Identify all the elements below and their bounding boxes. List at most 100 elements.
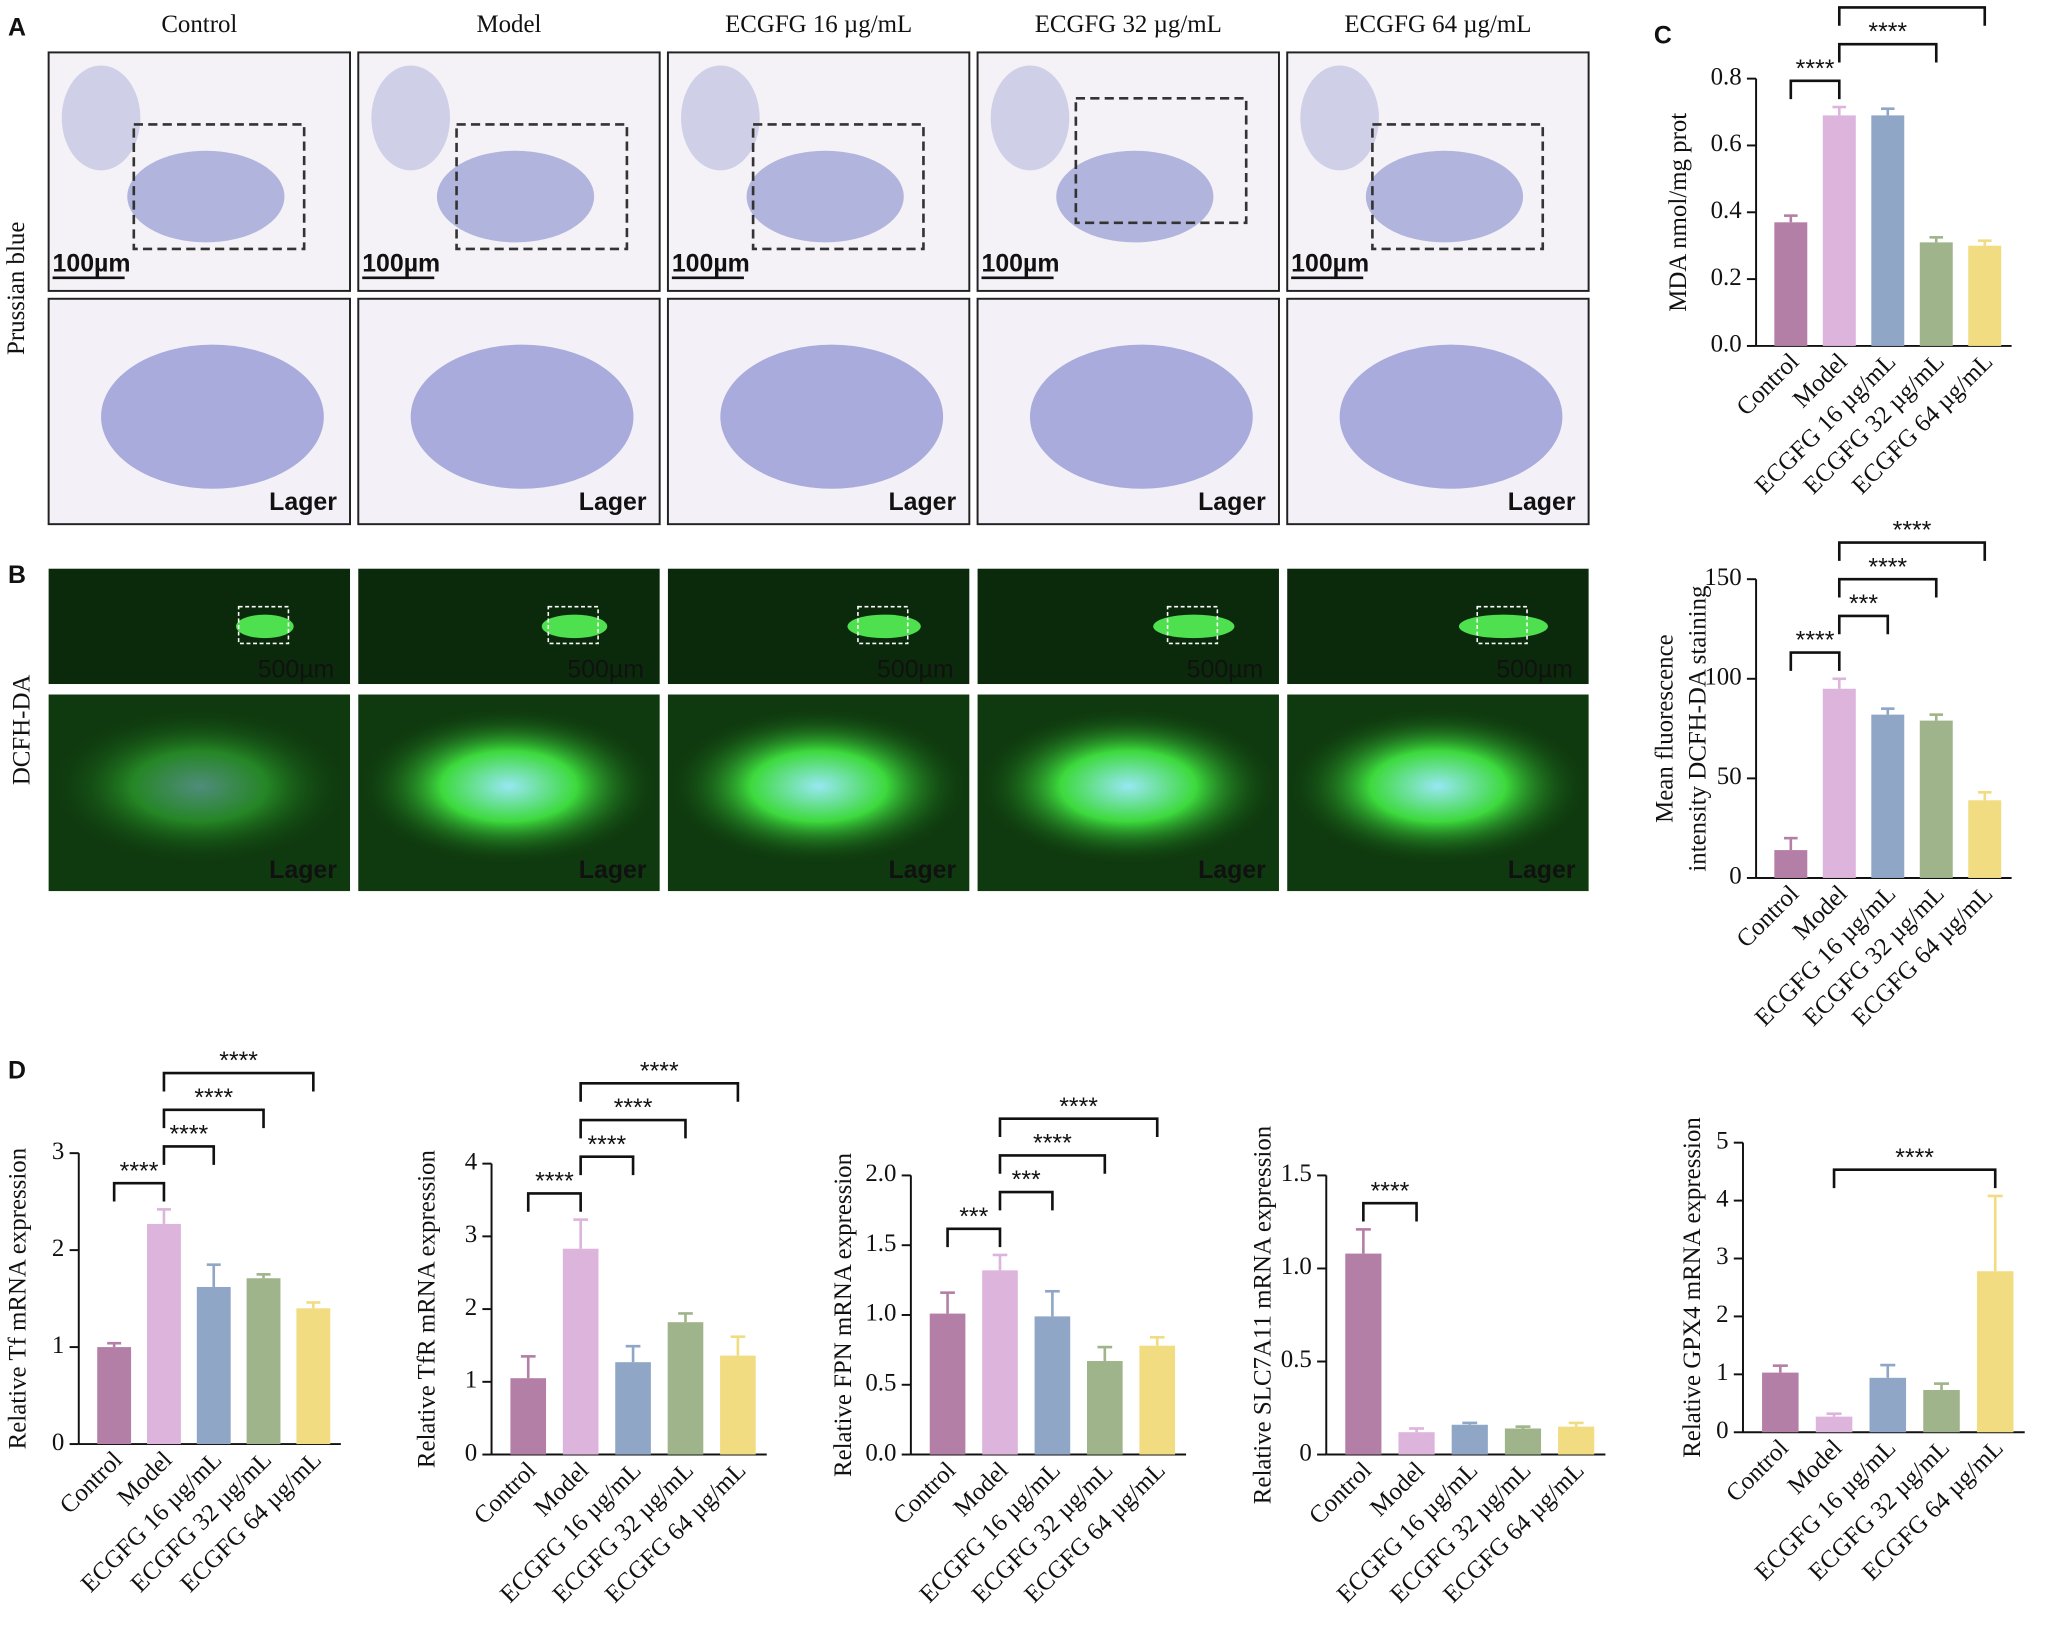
row-label: Prussian blue bbox=[3, 222, 30, 355]
zoom-box bbox=[1476, 605, 1528, 645]
y-tick-label: 0.0 bbox=[865, 1439, 896, 1466]
significance-label: **** bbox=[194, 1084, 233, 1112]
y-tick-label: 4 bbox=[1716, 1185, 1729, 1212]
tissue bbox=[990, 65, 1070, 171]
column-header: Model bbox=[476, 11, 541, 38]
y-axis-label: Relative FPN mRNA expression bbox=[830, 1152, 857, 1477]
significance-label: **** bbox=[1371, 1177, 1410, 1205]
panel-label: B bbox=[8, 561, 26, 589]
y-tick-label: 1 bbox=[465, 1367, 477, 1394]
zoom-box bbox=[857, 605, 909, 645]
bar bbox=[1345, 1253, 1382, 1455]
bar bbox=[1034, 1316, 1071, 1455]
y-tick-label: 1 bbox=[1716, 1359, 1728, 1386]
tissue bbox=[720, 344, 944, 489]
significance-bracket bbox=[1837, 42, 1938, 63]
bar bbox=[1774, 222, 1808, 346]
signal bbox=[358, 707, 660, 865]
y-axis-label: MDA nmol/mg prot bbox=[1665, 113, 1692, 312]
significance-bracket bbox=[579, 1155, 635, 1176]
inset-label: Lager bbox=[888, 488, 956, 516]
y-tick-label: 4 bbox=[465, 1148, 478, 1175]
inset-label: Lager bbox=[1508, 488, 1576, 516]
y-tick-label: 1 bbox=[52, 1332, 64, 1359]
x-tick-label: Control bbox=[469, 1457, 542, 1530]
bar bbox=[147, 1223, 181, 1445]
zoom-box bbox=[455, 123, 629, 251]
bar bbox=[1919, 242, 1953, 346]
y-tick-label: 5 bbox=[1716, 1127, 1728, 1154]
fluorescence-image bbox=[358, 568, 660, 685]
bar bbox=[1398, 1432, 1435, 1455]
scale-bar-label: 100µm bbox=[1291, 249, 1369, 277]
inset-label: Lager bbox=[888, 856, 956, 884]
y-tick-label: 2 bbox=[465, 1294, 477, 1321]
bar bbox=[196, 1286, 231, 1445]
bar bbox=[1822, 688, 1856, 878]
bar bbox=[1558, 1426, 1595, 1455]
significance-bracket bbox=[1837, 577, 1938, 598]
scale-bar-label: 500µm bbox=[1496, 656, 1573, 684]
bar bbox=[1976, 1271, 2014, 1433]
inset-label: Lager bbox=[1198, 856, 1266, 884]
bar bbox=[97, 1347, 132, 1445]
scale-bar-label: 100µm bbox=[53, 249, 131, 277]
significance-bracket bbox=[579, 1118, 687, 1139]
y-tick-label: 50 bbox=[1717, 763, 1742, 790]
zoom-box bbox=[751, 123, 925, 251]
bar bbox=[1923, 1389, 1960, 1433]
scale-bar-label: 500µm bbox=[1187, 656, 1264, 684]
signal bbox=[1153, 614, 1235, 639]
y-tick-label: 0.8 bbox=[1711, 63, 1742, 90]
y-tick-label: 0.0 bbox=[1711, 331, 1742, 358]
scale-bar-label: 100µm bbox=[982, 249, 1060, 277]
bar bbox=[1815, 1416, 1853, 1433]
tissue bbox=[61, 65, 141, 171]
significance-label: **** bbox=[614, 1094, 653, 1122]
significance-label: **** bbox=[1796, 627, 1835, 655]
tissue bbox=[410, 344, 634, 489]
row-label: DCFH-DA bbox=[8, 675, 35, 786]
bar bbox=[982, 1270, 1018, 1455]
inset-label: Lager bbox=[269, 856, 337, 884]
bar bbox=[1871, 115, 1905, 346]
tissue bbox=[1300, 65, 1379, 171]
panel-label: D bbox=[8, 1056, 26, 1084]
bar bbox=[296, 1308, 331, 1445]
significance-label: **** bbox=[535, 1168, 574, 1196]
signal bbox=[847, 614, 921, 639]
significance-label: **** bbox=[1893, 517, 1932, 545]
y-tick-label: 1.5 bbox=[1281, 1160, 1312, 1187]
zoom-box bbox=[237, 605, 290, 645]
significance-label: *** bbox=[959, 1203, 988, 1231]
signal bbox=[977, 707, 1279, 865]
significance-bracket bbox=[1789, 651, 1841, 671]
bar bbox=[720, 1355, 756, 1455]
bar bbox=[1919, 720, 1953, 878]
significance-bracket bbox=[162, 1108, 265, 1129]
inset-label: Lager bbox=[579, 488, 647, 516]
tissue bbox=[371, 65, 451, 171]
y-tick-label: 0 bbox=[1716, 1417, 1728, 1444]
significance-label: **** bbox=[1868, 553, 1907, 581]
tissue bbox=[1365, 150, 1524, 243]
significance-label: **** bbox=[1868, 18, 1907, 46]
significance-bracket bbox=[1837, 614, 1890, 635]
scale-bar-label: 500µm bbox=[877, 656, 954, 684]
y-tick-label: 1.5 bbox=[865, 1230, 896, 1257]
y-tick-label: 2 bbox=[1716, 1301, 1728, 1328]
y-tick-label: 0 bbox=[1299, 1439, 1311, 1466]
bar bbox=[615, 1362, 651, 1455]
y-tick-label: 0 bbox=[465, 1439, 477, 1466]
y-axis-label: Relative TfR mRNA expression bbox=[413, 1150, 440, 1469]
significance-label: *** bbox=[1012, 1166, 1041, 1194]
column-header: ECGFG 64 µg/mL bbox=[1344, 11, 1531, 38]
significance-label: **** bbox=[120, 1157, 159, 1185]
y-axis-label: Mean fluorescence bbox=[1652, 634, 1679, 823]
significance-bracket bbox=[998, 1154, 1107, 1174]
bar bbox=[1139, 1345, 1176, 1455]
significance-label: **** bbox=[1059, 1093, 1098, 1121]
y-axis-label: intensity DCFH-DA staining bbox=[1684, 586, 1711, 872]
tissue bbox=[1056, 150, 1214, 243]
